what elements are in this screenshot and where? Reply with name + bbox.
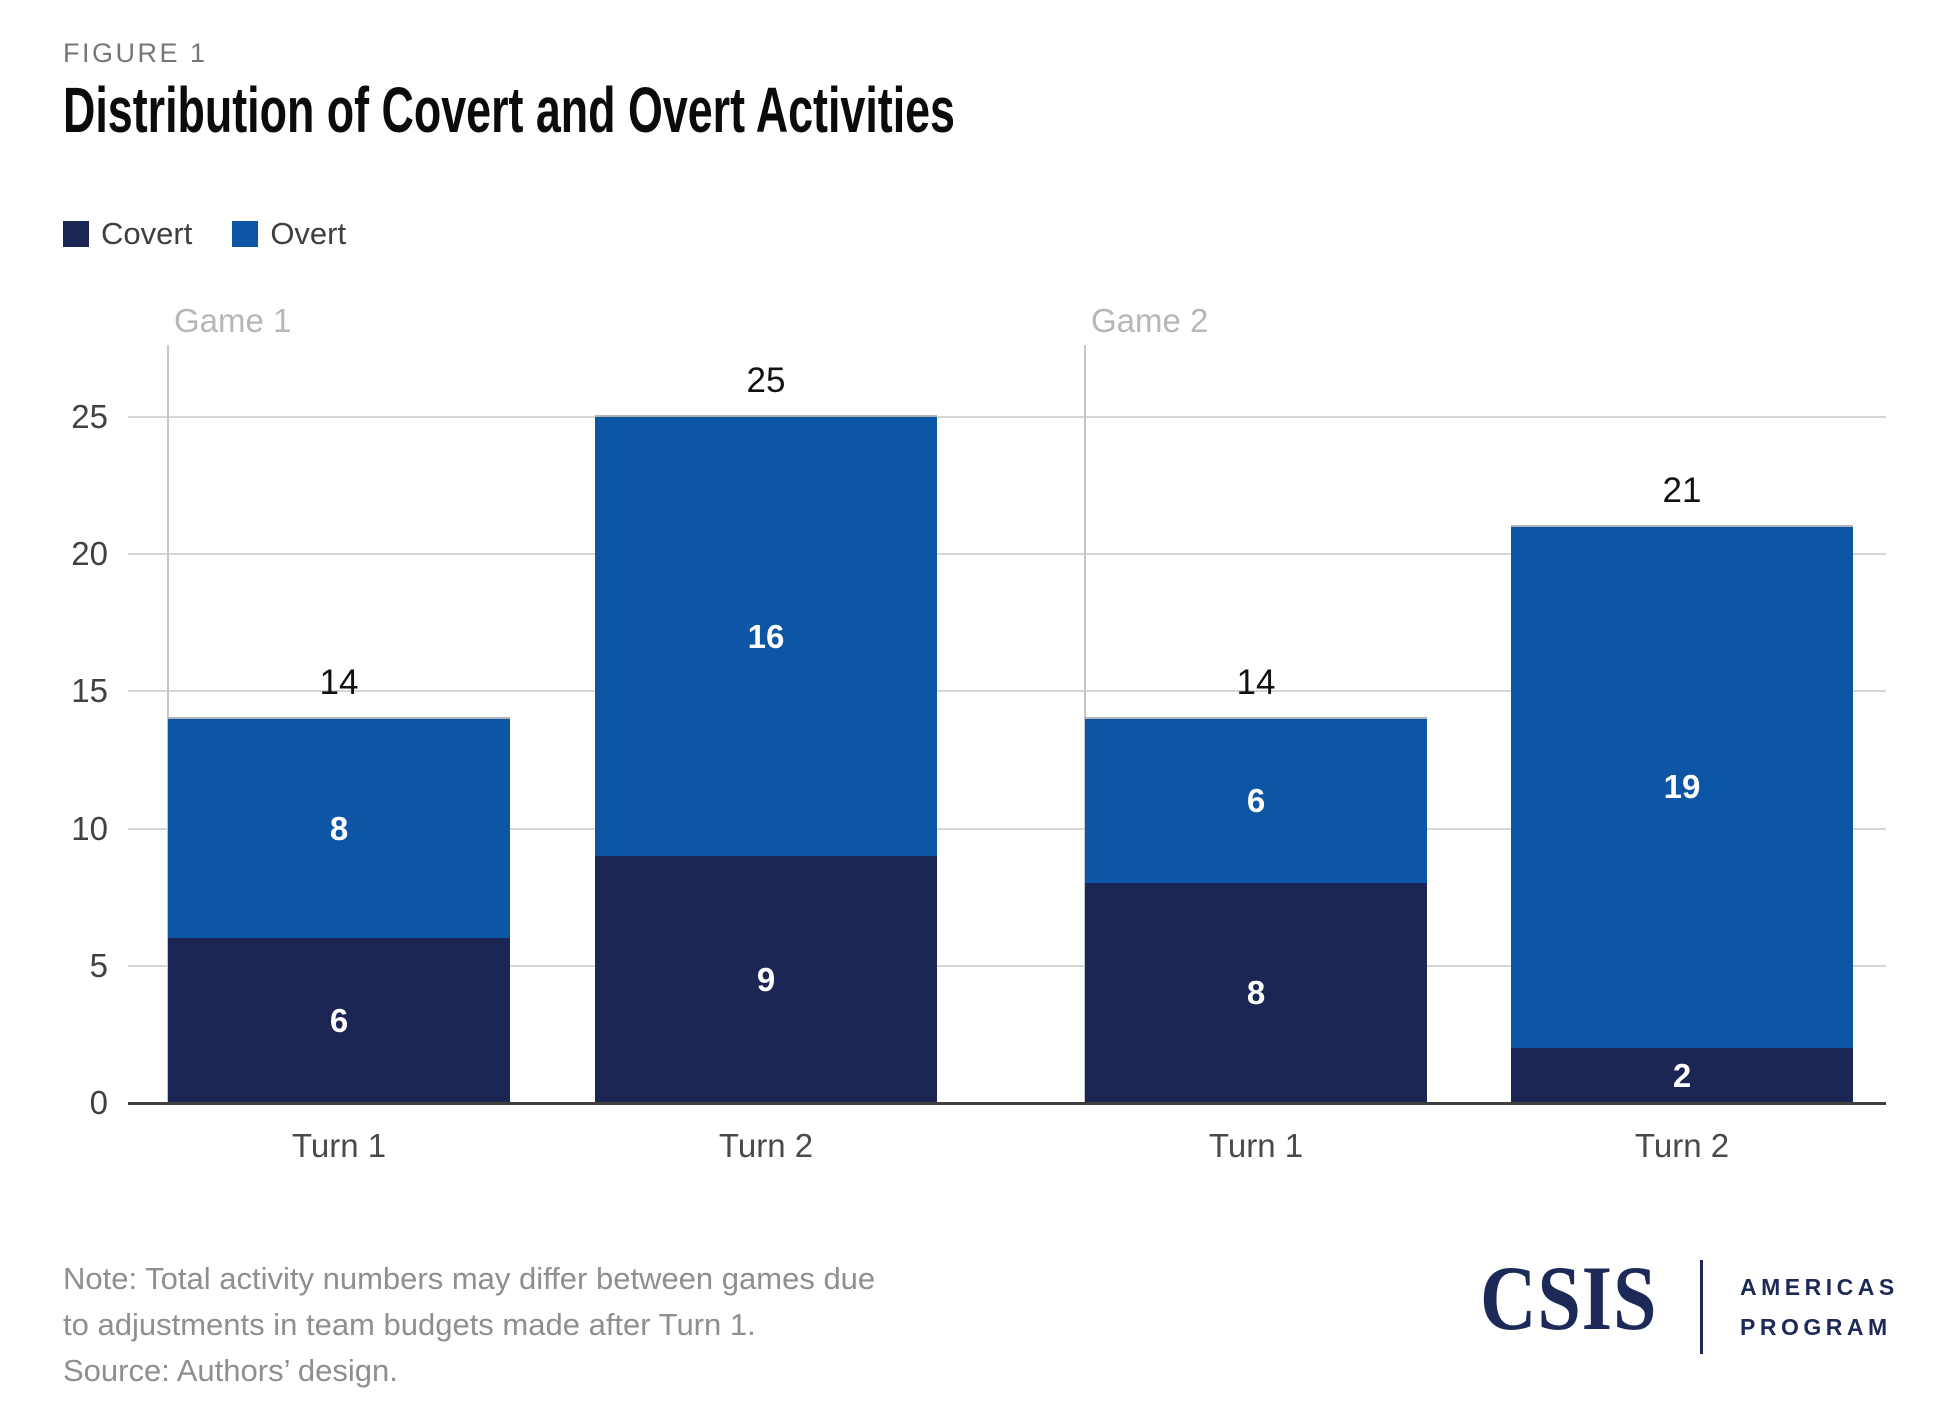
overt-value-label: 6 xyxy=(1246,782,1266,820)
y-tick-label: 20 xyxy=(71,535,108,573)
note-line-1: Note: Total activity numbers may differ … xyxy=(63,1261,876,1296)
bar-segment-covert xyxy=(168,938,510,1103)
bar-top-cap xyxy=(168,716,510,719)
panel-label: Game 1 xyxy=(174,302,292,339)
bar-segment-overt xyxy=(168,718,510,939)
chart-note: Note: Total activity numbers may differ … xyxy=(63,1256,875,1394)
covert-value-label: 2 xyxy=(1672,1056,1692,1094)
bar-total-label: 14 xyxy=(1236,662,1276,702)
y-tick-label: 15 xyxy=(71,672,108,710)
y-tick-label: 10 xyxy=(71,809,108,847)
bar-top-cap xyxy=(1085,716,1427,719)
x-axis-baseline xyxy=(128,1102,1886,1105)
x-category-label: Turn 1 xyxy=(291,1127,387,1164)
bar-segment-covert xyxy=(595,856,937,1103)
y-tick-label: 25 xyxy=(71,398,108,435)
bar-top-cap xyxy=(595,415,937,417)
bar-total-label: 14 xyxy=(319,662,359,702)
overt-value-label: 16 xyxy=(747,617,785,655)
logo-program-line-2: PROGRAM xyxy=(1740,1314,1892,1340)
bar-segment-covert xyxy=(1511,1048,1853,1103)
bar-total-label: 21 xyxy=(1662,470,1702,510)
chart-source: Source: Authors’ design. xyxy=(63,1353,398,1388)
bar-top-cap xyxy=(1511,524,1853,527)
legend-label-covert: Covert xyxy=(101,216,193,251)
gridline-25 xyxy=(128,416,1886,418)
note-line-2: to adjustments in team budgets made afte… xyxy=(63,1307,756,1342)
logo-divider xyxy=(1700,1260,1703,1354)
covert-value-label: 8 xyxy=(1246,974,1266,1012)
x-category-label: Turn 1 xyxy=(1208,1127,1304,1164)
bar-total-label: 25 xyxy=(746,361,786,400)
covert-value-label: 6 xyxy=(329,1001,349,1039)
panel-label: Game 2 xyxy=(1091,302,1209,339)
bar-segment-overt xyxy=(1511,526,1853,1049)
bar-segment-covert xyxy=(1085,883,1427,1103)
overt-value-label: 19 xyxy=(1663,768,1701,806)
figure-label: FIGURE 1 xyxy=(63,38,208,68)
gridline-5 xyxy=(128,964,1886,967)
y-tick-label: 5 xyxy=(89,946,108,984)
csis-wordmark: CSIS xyxy=(1480,1247,1658,1349)
overt-value-label: 8 xyxy=(329,809,349,847)
legend-swatch-covert xyxy=(63,221,89,247)
legend-swatch-overt xyxy=(232,221,259,247)
chart-legend: Covert Overt xyxy=(63,216,346,252)
bar-segment-overt xyxy=(595,417,937,857)
bar-segment-overt xyxy=(1085,718,1427,884)
gridline-10 xyxy=(128,827,1886,830)
logo-program-line-1: AMERICAS xyxy=(1740,1274,1899,1300)
covert-value-label: 9 xyxy=(756,960,776,998)
gridline-20 xyxy=(128,553,1886,556)
gridline-15 xyxy=(128,690,1886,693)
page-title: Distribution of Covert and Overt Activit… xyxy=(63,74,955,146)
legend-label-overt: Overt xyxy=(270,216,347,251)
x-category-label: Turn 2 xyxy=(718,1127,814,1164)
y-tick-label: 0 xyxy=(89,1084,108,1121)
x-category-label: Turn 2 xyxy=(1634,1127,1730,1164)
